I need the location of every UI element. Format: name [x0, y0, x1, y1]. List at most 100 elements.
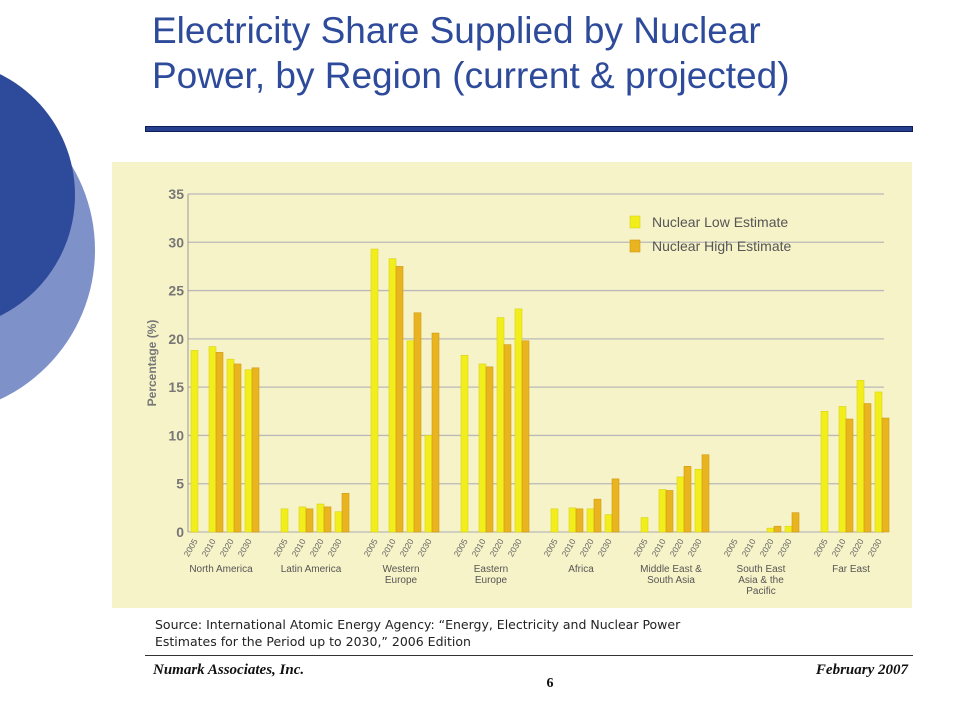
bar-low-estimate	[766, 527, 775, 533]
x-tick-label: 2030	[866, 537, 884, 559]
x-tick-label: 2030	[416, 537, 434, 559]
bar-low-estimate	[514, 308, 523, 533]
bar-low-estimate	[226, 358, 235, 533]
slide-title: Electricity Share Supplied by Nuclear Po…	[152, 8, 942, 98]
y-tick-label: 25	[168, 283, 184, 299]
bar-low-estimate	[604, 514, 613, 533]
x-tick-label: 2010	[290, 537, 308, 559]
source-line1: Source: International Atomic Energy Agen…	[155, 617, 681, 632]
bar-low-estimate	[208, 346, 217, 533]
bar-low-estimate	[856, 380, 865, 533]
x-tick-label: 2005	[272, 537, 290, 559]
bar-high-estimate	[611, 478, 620, 533]
footer-company: Numark Associates, Inc.	[153, 662, 305, 678]
x-tick-label: 2010	[560, 537, 578, 559]
x-tick-label: 2030	[776, 537, 794, 559]
source-line2: Estimates for the Period up to 2030,” 20…	[155, 634, 471, 649]
bar-high-estimate	[323, 506, 332, 533]
bar-low-estimate	[316, 503, 325, 533]
region-label: Western	[382, 564, 419, 575]
y-tick-label: 5	[176, 476, 184, 492]
bar-low-estimate	[676, 476, 685, 533]
region-label: Far East	[832, 564, 870, 575]
x-tick-label: 2030	[236, 537, 254, 559]
bar-high-estimate	[683, 466, 692, 533]
bar-high-estimate	[773, 525, 782, 533]
x-tick-label: 2010	[470, 537, 488, 559]
bar-low-estimate	[388, 258, 397, 533]
bar-high-estimate	[791, 512, 800, 533]
region-label: Pacific	[746, 586, 775, 597]
source-citation: Source: International Atomic Energy Agen…	[155, 616, 895, 650]
x-tick-label: 2020	[578, 537, 596, 559]
x-tick-label: 2010	[740, 537, 758, 559]
bar-low-estimate	[460, 354, 469, 533]
y-tick-label: 15	[168, 379, 184, 395]
footer-date: February 2007	[815, 662, 908, 678]
bar-high-estimate	[503, 344, 512, 533]
bar-low-estimate	[658, 489, 667, 533]
bar-low-estimate	[370, 248, 379, 533]
bar-high-estimate	[485, 366, 494, 533]
bar-high-estimate	[431, 332, 440, 533]
x-tick-label: 2005	[632, 537, 650, 559]
y-tick-label: 35	[168, 186, 184, 202]
region-label: Eastern	[474, 564, 508, 575]
bar-high-estimate	[233, 363, 242, 533]
x-tick-label: 2020	[488, 537, 506, 559]
title-underline	[145, 126, 913, 132]
x-tick-label: 2020	[848, 537, 866, 559]
bar-low-estimate	[838, 406, 847, 533]
bar-high-estimate	[395, 266, 404, 533]
bar-high-estimate	[593, 498, 602, 533]
x-tick-label: 2030	[506, 537, 524, 559]
y-tick-label: 30	[168, 234, 184, 250]
region-label: Africa	[568, 564, 594, 575]
decorative-arcs	[0, 74, 95, 400]
bar-high-estimate	[251, 367, 260, 533]
bar-high-estimate	[701, 454, 710, 533]
region-label: Asia & the	[738, 575, 784, 586]
x-tick-label: 2020	[668, 537, 686, 559]
legend-label-high: Nuclear High Estimate	[652, 238, 791, 254]
x-tick-label: 2010	[200, 537, 218, 559]
bar-high-estimate	[413, 312, 422, 533]
bar-low-estimate	[298, 506, 307, 533]
x-tick-label: 2020	[218, 537, 236, 559]
region-label: Europe	[385, 575, 418, 586]
slide-title-line2: Power, by Region (current & projected)	[152, 55, 790, 96]
legend-label-low: Nuclear Low Estimate	[652, 214, 788, 230]
region-label: North America	[189, 564, 253, 575]
x-tick-label: 2010	[650, 537, 668, 559]
region-label: Middle East &	[640, 564, 702, 575]
bar-low-estimate	[280, 508, 289, 533]
x-tick-label: 2005	[362, 537, 380, 559]
slide-title-line1: Electricity Share Supplied by Nuclear	[152, 10, 761, 51]
legend-swatch-high	[629, 239, 641, 253]
bar-low-estimate	[244, 369, 253, 533]
region-label: South Asia	[647, 575, 695, 586]
x-tick-label: 2020	[398, 537, 416, 559]
x-tick-label: 2030	[596, 537, 614, 559]
page-number: 6	[546, 676, 554, 691]
region-label: Latin America	[281, 564, 342, 575]
bar-high-estimate	[305, 508, 314, 533]
bar-high-estimate	[521, 340, 530, 533]
bar-high-estimate	[341, 493, 350, 533]
bar-low-estimate	[694, 468, 703, 533]
bar-low-estimate	[424, 435, 433, 533]
x-tick-label: 2020	[758, 537, 776, 559]
bar-low-estimate	[640, 517, 649, 533]
bar-low-estimate	[334, 511, 343, 533]
x-tick-label: 2005	[182, 537, 200, 559]
x-tick-label: 2005	[812, 537, 830, 559]
legend-swatch-low	[629, 215, 641, 229]
bar-low-estimate	[550, 508, 559, 533]
x-tick-label: 2010	[380, 537, 398, 559]
bar-high-estimate	[863, 403, 872, 533]
x-tick-label: 2010	[830, 537, 848, 559]
bar-low-estimate	[406, 340, 415, 533]
bar-high-estimate	[215, 352, 224, 533]
x-tick-label: 2030	[686, 537, 704, 559]
